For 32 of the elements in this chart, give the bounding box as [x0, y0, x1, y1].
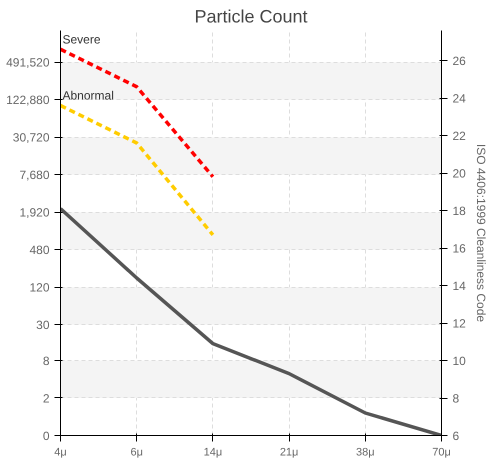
- y2-tick-label: 26: [452, 54, 466, 68]
- y2-tick-label: 14: [452, 279, 466, 293]
- y-tick-label: 120: [29, 280, 50, 295]
- y2-tick-label: 24: [452, 92, 466, 106]
- x-tick-label: 6μ: [130, 446, 143, 458]
- y-tick-label: 0: [42, 429, 50, 443]
- y-tick-label: 30: [36, 318, 50, 332]
- y-tick-label: 480: [29, 243, 50, 258]
- y-tick-label: 30,720: [12, 130, 50, 145]
- series-label: Abnormal: [62, 88, 114, 102]
- y2-tick-label: 16: [452, 242, 466, 256]
- y2-tick-label: 20: [452, 166, 466, 180]
- y-tick-label: 8: [42, 354, 50, 368]
- y2-tick-label: 12: [452, 316, 466, 330]
- y-tick-label: 2: [42, 392, 50, 406]
- x-tick-label: 70μ: [432, 446, 451, 458]
- y2-tick-label: 18: [452, 204, 466, 218]
- y2-tick-label: 22: [452, 129, 466, 143]
- y-tick-label: 491,520: [6, 56, 50, 70]
- x-tick-label: 38μ: [356, 446, 375, 458]
- y2-axis-title: ISO 4406:1999 Cleanliness Code: [474, 144, 488, 322]
- y-tick-label: 122,880: [6, 93, 50, 108]
- x-tick-label: 4μ: [54, 446, 67, 458]
- y-tick-label: 7,680: [19, 168, 50, 182]
- x-tick-label: 21μ: [280, 446, 298, 458]
- chart-title: Particle Count: [194, 6, 308, 26]
- series-label: Severe: [62, 32, 101, 46]
- y2-tick-label: 6: [452, 429, 460, 443]
- x-tick-label: 14μ: [204, 446, 222, 458]
- y2-tick-label: 10: [452, 354, 466, 368]
- y-tick-label: 1,920: [19, 206, 50, 220]
- y2-tick-label: 8: [452, 392, 460, 406]
